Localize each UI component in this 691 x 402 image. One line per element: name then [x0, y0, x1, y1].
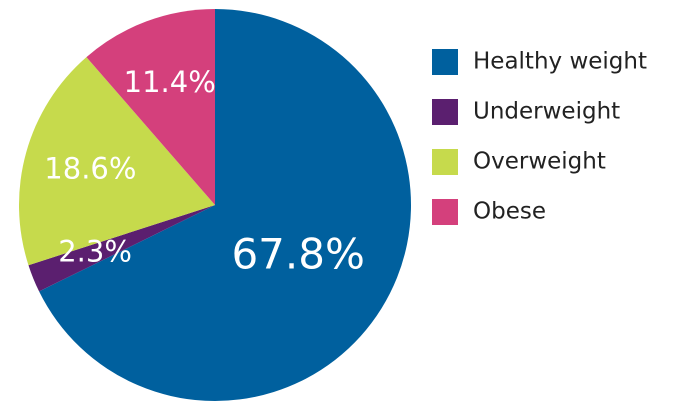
- legend-label: Underweight: [473, 99, 620, 125]
- data-label: 2.3%: [58, 235, 132, 269]
- legend-label: Obese: [473, 199, 546, 225]
- legend-swatch: [432, 99, 458, 125]
- pie-slice: [28, 205, 215, 292]
- legend-label: Healthy weight: [473, 49, 647, 75]
- pie-slice: [86, 8, 215, 205]
- pie-slice: [18, 57, 216, 266]
- data-label: 67.8%: [231, 229, 364, 278]
- legend-swatch: [432, 49, 458, 75]
- legend-swatch: [432, 199, 458, 225]
- data-label: 18.6%: [44, 151, 136, 185]
- legend-label: Overweight: [473, 149, 606, 175]
- data-label: 11.4%: [124, 65, 216, 99]
- pie-slice: [39, 9, 412, 401]
- legend-swatch: [432, 149, 458, 175]
